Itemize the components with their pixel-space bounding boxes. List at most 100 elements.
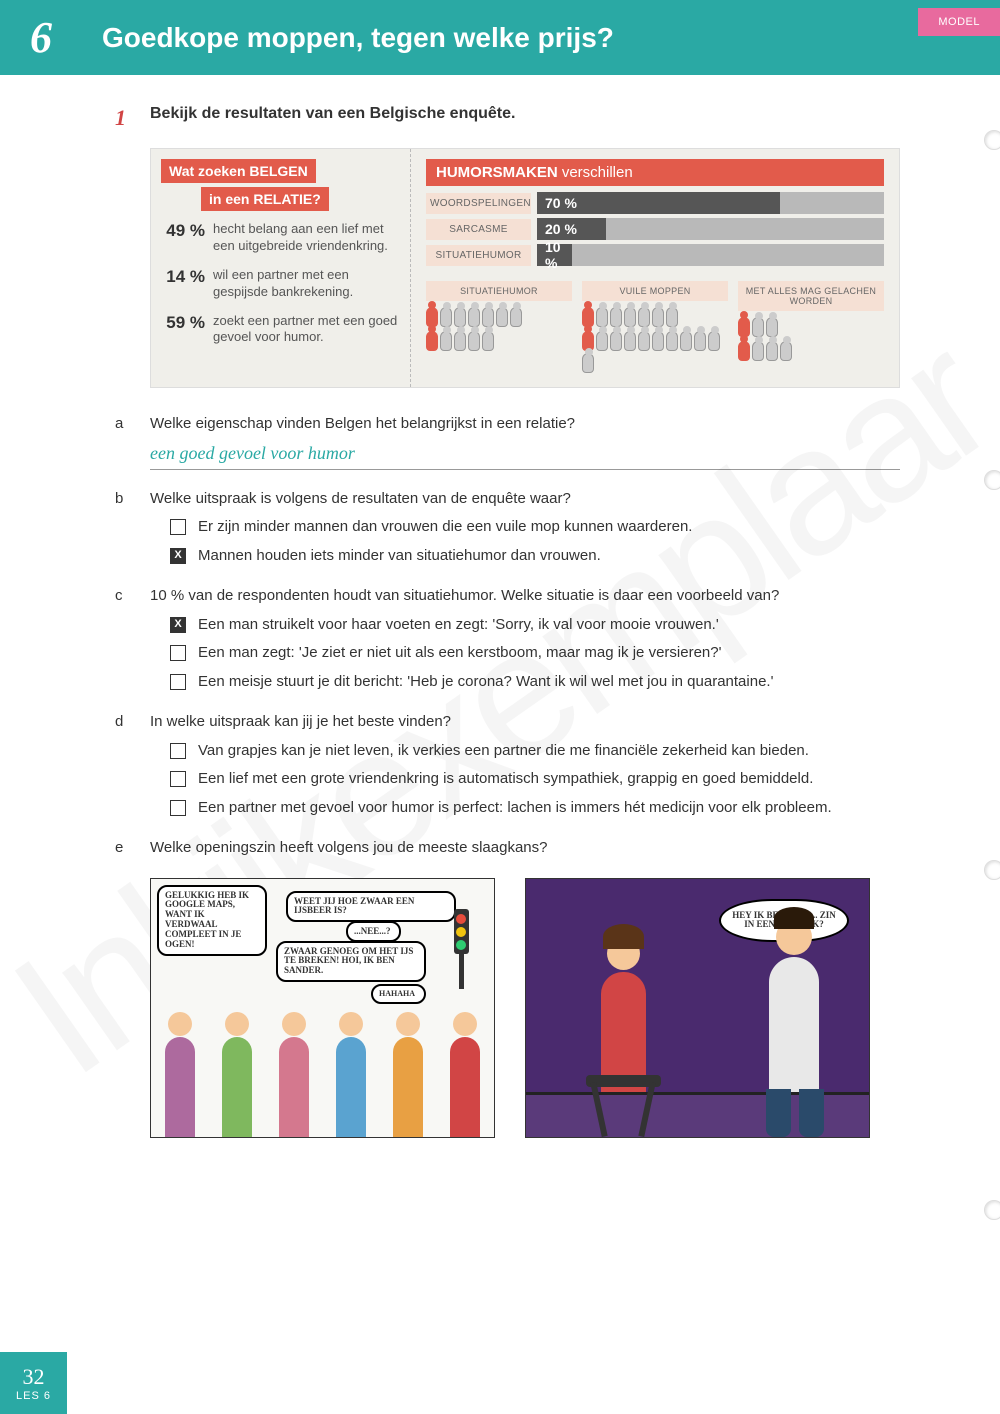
traffic-light-icon: [434, 909, 489, 989]
person-icon: [582, 307, 594, 327]
page-content: 1 Bekijk de resultaten van een Belgische…: [0, 75, 1000, 1158]
humor-col-label: SITUATIEHUMOR: [426, 281, 572, 301]
question-row: aWelke eigenschap vinden Belgen het bela…: [115, 413, 900, 470]
infographic-right: HUMORSMAKEN verschillen WOORDSPELINGEN 70…: [411, 149, 899, 387]
people-row: [582, 307, 728, 327]
person-icon: [426, 331, 438, 351]
cartoon-1: GELUKKIG HEB IK GOOGLE MAPS, WANT IK VER…: [150, 878, 495, 1138]
option-row: Een meisje stuurt je dit bericht: 'Heb j…: [170, 671, 900, 694]
checkbox[interactable]: [170, 519, 186, 535]
stat-pct: 59 %: [161, 313, 213, 347]
humor-header-rest: verschillen: [558, 164, 633, 181]
cartoon-leg: [766, 1089, 791, 1137]
tag-text: Wat zoeken: [169, 163, 249, 179]
person-icon: [666, 307, 678, 327]
bar-row: WOORDSPELINGEN 70 %: [426, 192, 884, 214]
chapter-number: 6: [30, 12, 52, 63]
option-text: Een meisje stuurt je dit bericht: 'Heb j…: [198, 671, 900, 694]
option-text: Mannen houden iets minder van situatiehu…: [198, 545, 900, 568]
bar-track: 10 %: [537, 244, 884, 266]
chapter-header: 6 Goedkope moppen, tegen welke prijs?: [0, 0, 1000, 75]
humor-col: VUILE MOPPEN: [582, 281, 728, 377]
bar-label: WOORDSPELINGEN: [426, 193, 531, 214]
question-body: Welke openingszin heeft volgens jou de m…: [150, 837, 900, 860]
humor-col: SITUATIEHUMOR: [426, 281, 572, 377]
person-icon: [454, 307, 466, 327]
option-row: X Mannen houden iets minder van situatieh…: [170, 545, 900, 568]
humor-columns: SITUATIEHUMORVUILE MOPPENMET ALLES MAG G…: [426, 281, 884, 377]
bar-fill: 70 %: [537, 192, 780, 214]
person-icon: [666, 331, 678, 351]
checkbox[interactable]: [170, 771, 186, 787]
checkbox[interactable]: [170, 800, 186, 816]
page-number: 32: [16, 1364, 51, 1390]
infographic: Wat zoeken BELGEN in een RELATIE? 49 %he…: [150, 148, 900, 388]
checkbox[interactable]: [170, 743, 186, 759]
question-letter: b: [115, 488, 150, 568]
question-text: Welke eigenschap vinden Belgen het belan…: [150, 413, 900, 436]
tag-bold: BELGEN: [249, 163, 307, 179]
person-icon: [468, 331, 480, 351]
bar-track: 70 %: [537, 192, 884, 214]
option-row: Een lief met een grote vriendenkring is …: [170, 768, 900, 791]
option-text: Een man zegt: 'Je ziet er niet uit als e…: [198, 642, 900, 665]
question-letter: c: [115, 585, 150, 693]
bar-row: SITUATIEHUMOR10 %: [426, 244, 884, 266]
bar-fill: 20 %: [537, 218, 606, 240]
question-text: In welke uitspraak kan jij je het beste …: [150, 711, 900, 734]
bar-track: 20 %: [537, 218, 884, 240]
bar-pct: 70 %: [537, 195, 577, 211]
stat-row: 49 %hecht belang aan een lief met een ui…: [161, 221, 400, 255]
speech-bubble: WEET JIJ HOE ZWAAR EEN IJSBEER IS?: [286, 891, 456, 923]
questions-block: aWelke eigenschap vinden Belgen het bela…: [115, 413, 900, 860]
person-icon: [610, 331, 622, 351]
person-icon: [596, 307, 608, 327]
question-body: Welke eigenschap vinden Belgen het belan…: [150, 413, 900, 470]
tag-relation-2: in een RELATIE?: [201, 187, 329, 211]
person-icon: [624, 331, 636, 351]
person-icon: [482, 307, 494, 327]
model-tag: MODEL: [918, 8, 1000, 36]
person-icon: [652, 307, 664, 327]
question-text: Welke openingszin heeft volgens jou de m…: [150, 837, 900, 860]
stat-pct: 14 %: [161, 267, 213, 301]
people-row: [426, 331, 572, 351]
option-text: Een lief met een grote vriendenkring is …: [198, 768, 900, 791]
stat-text: wil een partner met een gespijsde bankre…: [213, 267, 400, 301]
bar-row: SARCASME20 %: [426, 218, 884, 240]
person-icon: [638, 307, 650, 327]
question-letter: d: [115, 711, 150, 819]
person-icon: [624, 307, 636, 327]
person-icon: [426, 307, 438, 327]
answer-line: een goed gevoel voor humor: [150, 440, 900, 470]
checkbox[interactable]: X: [170, 617, 186, 633]
option-row: Een man zegt: 'Je ziet er niet uit als e…: [170, 642, 900, 665]
person-icon: [596, 331, 608, 351]
person-icon: [638, 331, 650, 351]
person-icon: [680, 331, 692, 351]
binder-hole: [984, 470, 1000, 490]
person-icon: [766, 341, 778, 361]
person-icon: [610, 307, 622, 327]
lesson-label: LES 6: [16, 1390, 51, 1402]
cartoons-row: GELUKKIG HEB IK GOOGLE MAPS, WANT IK VER…: [150, 878, 900, 1138]
exercise-prompt: Bekijk de resultaten van een Belgische e…: [150, 105, 900, 123]
person-icon: [752, 341, 764, 361]
stat-row: 14 %wil een partner met een gespijsde ba…: [161, 267, 400, 301]
humor-header: HUMORSMAKEN verschillen: [426, 159, 884, 186]
cartoon-leg: [799, 1089, 824, 1137]
exercise-number: 1: [115, 105, 126, 131]
checkbox[interactable]: [170, 674, 186, 690]
cartoon-figure: [769, 957, 819, 1092]
question-body: 10 % van de respondenten houdt van situa…: [150, 585, 900, 693]
stat-text: zoekt een partner met een goed gevoel vo…: [213, 313, 400, 347]
checkbox[interactable]: X: [170, 548, 186, 564]
bar-pct: 10 %: [537, 239, 572, 271]
question-row: eWelke openingszin heeft volgens jou de …: [115, 837, 900, 860]
checkbox[interactable]: [170, 645, 186, 661]
person-icon: [440, 331, 452, 351]
question-letter: e: [115, 837, 150, 860]
binder-hole: [984, 1200, 1000, 1220]
question-row: dIn welke uitspraak kan jij je het beste…: [115, 711, 900, 819]
infographic-left: Wat zoeken BELGEN in een RELATIE? 49 %he…: [151, 149, 411, 387]
